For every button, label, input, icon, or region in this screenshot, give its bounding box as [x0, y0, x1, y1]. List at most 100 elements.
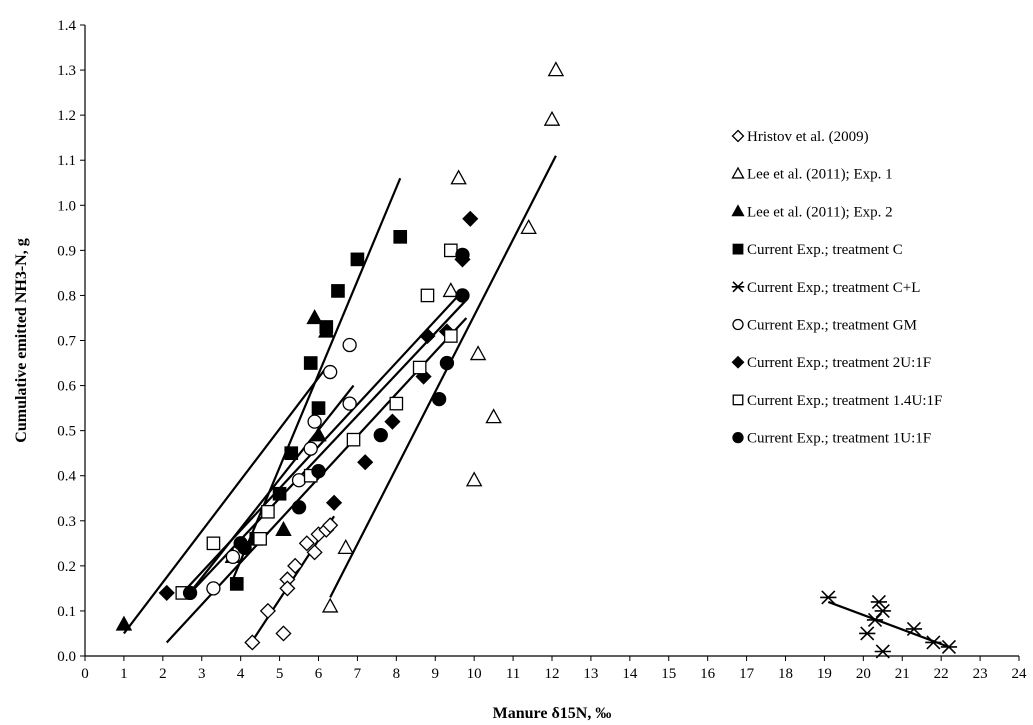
data-point: [284, 446, 299, 461]
data-point: [259, 602, 276, 619]
data-point: [450, 169, 467, 185]
trend-line: [231, 177, 402, 580]
x-tick-label: 7: [354, 666, 362, 682]
y-tick-label: 0.3: [57, 514, 76, 530]
data-point: [310, 426, 327, 442]
y-tick-label: 0.7: [57, 334, 76, 350]
data-point: [311, 464, 326, 479]
y-tick-label: 0.1: [57, 604, 76, 620]
data-point: [237, 540, 252, 555]
data-point: [303, 441, 318, 456]
data-point: [115, 615, 133, 631]
x-tick-label: 16: [700, 666, 716, 682]
data-point: [303, 356, 318, 370]
data-point: [182, 585, 198, 601]
data-point: [325, 494, 343, 511]
x-tick-label: 5: [276, 666, 284, 682]
data-point: [342, 337, 357, 353]
axes: 0 1 2 3 4 5 6 7 8 9 10 11 12 13 14 15 16 17 18 19 20 21 22 23 24…: [57, 18, 1027, 682]
data-point: [323, 364, 338, 380]
legend-label: Lee et al. (2011); Exp. 1: [747, 167, 893, 183]
legend-marker: [731, 166, 745, 179]
trend-line: [185, 299, 468, 599]
data-point: [393, 230, 408, 244]
x-tick-label: 14: [622, 666, 638, 682]
legend-label: Current Exp.; treatment 2U:1F: [747, 355, 931, 371]
y-tick-label: 0.9: [57, 243, 76, 259]
data-point: [443, 329, 458, 343]
x-tick-label: 21: [895, 666, 910, 682]
data-point: [442, 282, 460, 298]
data-point: [261, 504, 275, 519]
legend-marker: [732, 243, 744, 255]
data-point: [337, 539, 354, 555]
data-point: [291, 473, 307, 488]
data-point: [485, 408, 502, 424]
y-tick-label: 0.6: [57, 379, 76, 395]
data-point: [306, 544, 323, 561]
data-point: [874, 603, 891, 618]
legend-label: Current Exp.; treatment C: [747, 242, 903, 258]
data-point: [321, 597, 339, 613]
data-point: [443, 243, 458, 258]
trend-line: [329, 155, 557, 598]
x-tick-label: 22: [934, 666, 949, 682]
y-tick-label: 1.3: [57, 63, 76, 79]
data-point: [870, 594, 888, 609]
legend-marker: [732, 318, 744, 331]
data-point: [820, 590, 837, 605]
data-point: [874, 644, 891, 659]
y-tick-label: 0.8: [57, 288, 76, 304]
trend-line: [177, 294, 460, 599]
x-tick-label: 12: [545, 666, 560, 682]
data-point: [206, 581, 221, 596]
data-points: [115, 61, 958, 659]
legend-marker: [731, 204, 745, 217]
y-tick-label: 1.2: [57, 108, 76, 124]
data-point: [940, 639, 958, 655]
x-tick-label: 18: [778, 666, 793, 682]
y-tick-label: 0.0: [57, 649, 76, 665]
x-tick-label: 13: [583, 666, 598, 682]
legend-marker: [731, 129, 745, 143]
legend-marker: [731, 355, 745, 369]
x-tick-label: 8: [393, 666, 401, 682]
data-point: [322, 517, 339, 534]
data-point: [384, 413, 401, 430]
data-point: [859, 626, 876, 641]
y-tick-label: 0.5: [57, 424, 76, 440]
x-tick-label: 19: [817, 666, 832, 682]
data-point: [158, 584, 175, 601]
data-point: [520, 218, 537, 234]
data-point: [311, 401, 326, 415]
data-point: [469, 345, 487, 361]
data-point: [275, 625, 292, 642]
data-point: [439, 355, 455, 371]
data-point: [244, 634, 261, 651]
data-point: [373, 427, 388, 443]
data-point: [412, 360, 427, 375]
trend-line: [185, 384, 355, 599]
data-point: [925, 635, 942, 650]
data-point: [206, 536, 221, 551]
data-point: [420, 288, 435, 303]
x-tick-label: 17: [739, 666, 755, 682]
data-point: [462, 210, 479, 227]
y-axis-label: Cumulative emitted NH3-N, g: [13, 238, 30, 442]
x-tick-label: 10: [467, 666, 482, 682]
data-point: [543, 110, 561, 126]
data-point: [275, 520, 292, 536]
data-point: [455, 247, 470, 263]
data-point: [306, 309, 323, 325]
legend-marker: [732, 431, 744, 444]
x-tick-label: 23: [973, 666, 988, 682]
x-tick-label: 4: [237, 666, 245, 682]
data-point: [279, 580, 296, 597]
trend-line: [123, 366, 328, 635]
legend-label: Hristov et al. (2009): [747, 129, 869, 145]
x-tick-label: 24: [1012, 666, 1028, 682]
x-tick-label: 20: [856, 666, 871, 682]
data-point: [272, 486, 287, 501]
data-point: [419, 327, 436, 345]
legend-label: Current Exp.; treatment 1U:1F: [747, 431, 931, 447]
